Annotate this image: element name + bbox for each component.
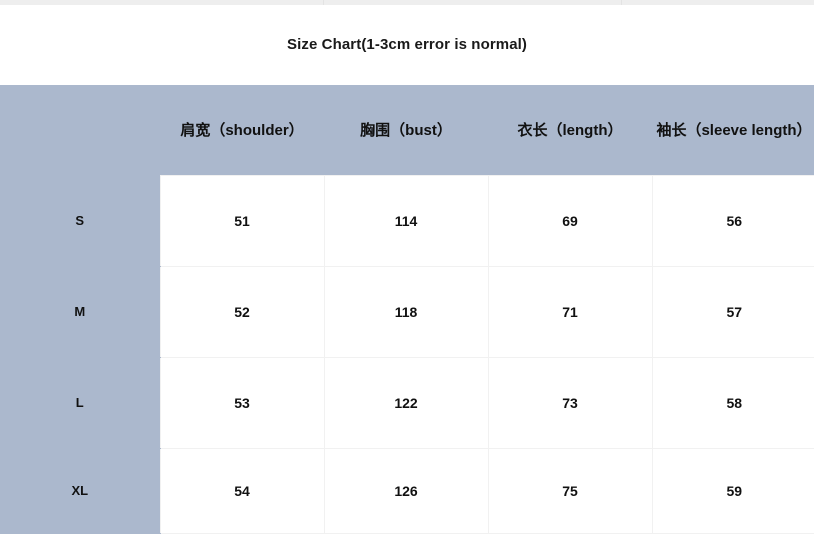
table-row: S 51 114 69 56 [0,174,814,267]
column-header-shoulder: 肩宽（shoulder） [160,85,324,175]
size-label-l: L [0,357,160,449]
cell-m-bust: 118 [323,266,488,358]
size-label-s: S [0,175,160,267]
table-row: XL 54 126 75 59 [0,448,814,534]
cell-xl-shoulder: 54 [159,448,324,534]
remnant-divider-2 [621,0,622,5]
table-row: L 53 122 73 58 [0,357,814,449]
cell-m-sleeve-length: 57 [651,266,814,358]
remnant-divider-1 [323,0,324,5]
cell-s-length: 69 [487,174,652,267]
cell-s-shoulder: 51 [159,174,324,267]
cell-l-bust: 122 [323,357,488,449]
cell-s-sleeve-length: 56 [651,174,814,267]
cell-l-length: 73 [487,357,652,449]
column-header-sleeve-length: 袖长（sleeve length） [652,85,814,175]
column-header-bust: 胸围（bust） [324,85,488,175]
cell-m-shoulder: 52 [159,266,324,358]
cell-xl-sleeve-length: 59 [651,448,814,534]
cell-xl-bust: 126 [323,448,488,534]
column-header-size [0,85,160,175]
title-band: Size Chart(1-3cm error is normal) [0,5,814,85]
table-row: M 52 118 71 57 [0,266,814,358]
size-label-xl: XL [0,448,160,534]
column-header-length: 衣长（length） [488,85,652,175]
cell-l-sleeve-length: 58 [651,357,814,449]
size-chart-table: 肩宽（shoulder） 胸围（bust） 衣长（length） 袖长（slee… [0,85,814,534]
previous-table-remnant-strip [0,0,814,5]
page-title: Size Chart(1-3cm error is normal) [286,36,528,53]
cell-s-bust: 114 [323,174,488,267]
cell-m-length: 71 [487,266,652,358]
cell-xl-length: 75 [487,448,652,534]
size-label-m: M [0,266,160,358]
table-header-row: 肩宽（shoulder） 胸围（bust） 衣长（length） 袖长（slee… [0,85,814,175]
cell-l-shoulder: 53 [159,357,324,449]
